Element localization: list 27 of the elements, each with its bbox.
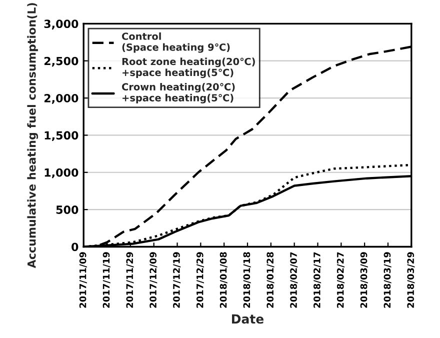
x-tick-label: 2018/03/09 (360, 252, 368, 308)
legend-label: Crown heating(20℃) +space heating(5℃) (122, 82, 235, 104)
x-tick-label: 2017/11/19 (102, 252, 110, 308)
x-tick-label: 2018/01/08 (220, 252, 228, 308)
x-tick-label: 2018/01/28 (266, 252, 274, 308)
x-tick-label: 2017/12/09 (150, 252, 158, 308)
x-tick-label: 2018/01/18 (243, 252, 251, 308)
x-tick-label: 2018/03/19 (384, 252, 392, 308)
y-tick-label: 3,000 (44, 20, 78, 30)
x-tick-label: 2018/02/27 (336, 252, 344, 308)
y-tick-label: 1,000 (44, 168, 78, 178)
y-tick-label: 2,500 (44, 56, 78, 67)
x-tick-label: 2017/11/29 (126, 252, 134, 308)
legend-label: Root zone heating(20℃) +space heating(5℃) (122, 58, 255, 78)
x-axis-title: Date (232, 314, 264, 324)
x-tick-label: 2017/12/19 (173, 252, 181, 308)
x-tick-label: 2018/02/17 (314, 252, 322, 308)
y-axis-title: Accumulative heating fuel consumption(L) (27, 3, 38, 268)
y-tick-label: 1,500 (44, 131, 78, 141)
x-tick-label: 2017/11/09 (79, 252, 87, 308)
x-tick-label: 2017/12/29 (196, 252, 204, 308)
y-tick-label: 0 (72, 242, 78, 252)
legend-label: Control (Space heating 9℃) (122, 32, 230, 53)
x-tick-label: 2018/03/29 (407, 252, 415, 308)
x-tick-label: 2018/02/07 (290, 252, 298, 308)
y-tick-label: 2,000 (44, 94, 78, 104)
y-tick-label: 500 (56, 206, 78, 214)
